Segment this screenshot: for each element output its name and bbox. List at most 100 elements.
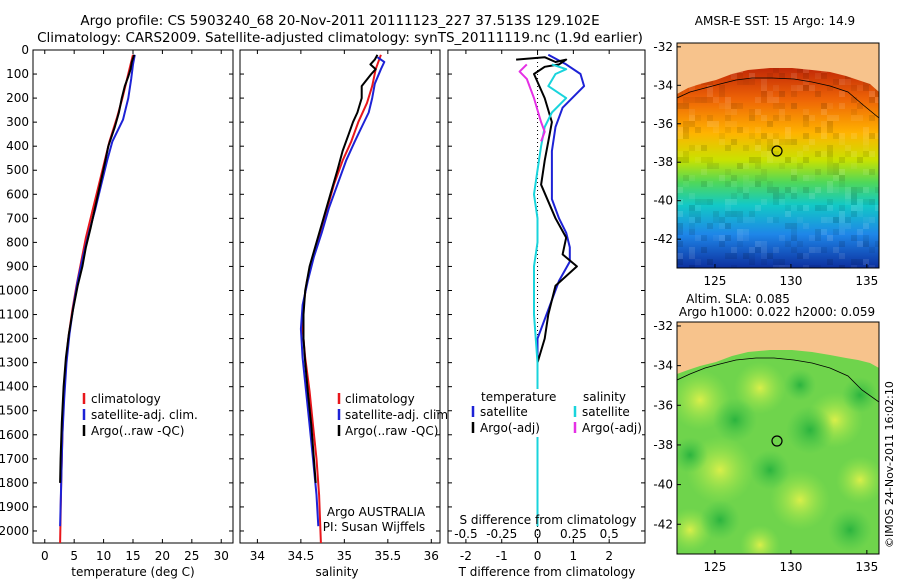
sst-pixel <box>857 211 863 217</box>
sst-pixel <box>869 115 875 121</box>
sst-pixel <box>761 79 767 85</box>
sst-pixel <box>719 217 725 223</box>
sst-pixel <box>713 97 719 103</box>
sst-pixel <box>845 187 851 193</box>
sst-pixel <box>791 91 797 97</box>
sst-pixel <box>743 79 749 85</box>
x-tick-label: 30 <box>214 549 229 563</box>
sst-pixel <box>851 211 857 217</box>
x-tick-label: -1 <box>496 549 508 563</box>
y-tick-label: 500 <box>6 163 29 177</box>
sst-pixel <box>767 181 773 187</box>
sst-pixel <box>707 223 713 229</box>
sst-pixel <box>809 175 815 181</box>
sst-pixel <box>851 109 857 115</box>
sst-pixel <box>731 211 737 217</box>
sst-pixel <box>827 181 833 187</box>
sst-pixel <box>839 181 845 187</box>
sla-map-title-1: Altim. SLA: 0.085 <box>686 292 790 306</box>
map-y-tick-label: -36 <box>653 398 673 412</box>
sst-pixel <box>677 253 683 259</box>
sst-pixel <box>875 241 879 247</box>
y-tick-label: 1400 <box>0 380 29 394</box>
sst-pixel <box>743 193 749 199</box>
x-tick-label: 34.5 <box>288 549 315 563</box>
sst-pixel <box>743 253 749 259</box>
sst-pixel <box>803 157 809 163</box>
sst-pixel <box>743 235 749 241</box>
land-mass <box>677 322 879 374</box>
sst-pixel <box>755 163 761 169</box>
sst-pixel <box>869 199 875 205</box>
map-y-tick-label: -36 <box>653 117 673 131</box>
y-tick-label: 1100 <box>0 308 29 322</box>
sst-pixel <box>707 199 713 205</box>
sst-pixel <box>875 133 879 139</box>
sst-pixel <box>755 97 761 103</box>
sst-pixel <box>851 85 857 91</box>
sst-pixel <box>755 247 761 253</box>
x-tick-label: 34 <box>250 549 265 563</box>
sst-pixel <box>743 175 749 181</box>
sst-pixel <box>677 223 683 229</box>
sst-pixel <box>827 217 833 223</box>
sst-map-image <box>677 43 879 268</box>
sst-pixel <box>767 187 773 193</box>
sst-pixel <box>857 205 863 211</box>
sst-pixel <box>845 223 851 229</box>
sst-pixel <box>833 115 839 121</box>
map-x-tick-label: 125 <box>704 274 727 288</box>
sst-pixel <box>863 169 869 175</box>
sst-pixel <box>725 235 731 241</box>
sst-pixel <box>857 229 863 235</box>
sst-pixel <box>797 217 803 223</box>
sst-pixel <box>869 151 875 157</box>
sst-pixel <box>785 115 791 121</box>
sst-pixel <box>677 151 683 157</box>
series-line-argo-raw-qc- <box>59 54 136 483</box>
sst-pixel <box>809 247 815 253</box>
sst-pixel <box>695 235 701 241</box>
map-y-tick-label: -38 <box>653 438 673 452</box>
sst-pixel <box>815 91 821 97</box>
temperature-panel: 0100200300400500600700800900100011001200… <box>0 43 234 579</box>
sst-pixel <box>869 217 875 223</box>
y-tick-label: 1800 <box>0 476 29 490</box>
sst-pixel <box>719 91 725 97</box>
map-x-tick-label: 135 <box>855 274 878 288</box>
sst-pixel <box>869 265 875 268</box>
sst-pixel <box>683 133 689 139</box>
difference-top-label: S difference from climatology <box>460 513 637 527</box>
sst-pixel <box>725 109 731 115</box>
sst-pixel <box>737 73 743 79</box>
sst-pixel <box>707 259 713 265</box>
sst-pixel <box>737 127 743 133</box>
sst-pixel <box>791 157 797 163</box>
sst-pixel <box>707 85 713 91</box>
salinity-axes <box>239 49 441 544</box>
sst-pixel <box>707 121 713 127</box>
sst-pixel <box>851 97 857 103</box>
sst-pixel <box>863 145 869 151</box>
sst-pixel <box>785 139 791 145</box>
sst-pixel <box>701 97 707 103</box>
sst-pixel <box>767 145 773 151</box>
x-tick-label: 10 <box>96 549 111 563</box>
x-tick-label: -2 <box>460 549 472 563</box>
sla-blob <box>734 362 786 414</box>
sst-pixel <box>731 199 737 205</box>
sst-pixel <box>821 103 827 109</box>
sst-pixel <box>851 199 857 205</box>
sst-pixel <box>797 67 803 73</box>
sst-pixel <box>821 121 827 127</box>
sst-pixel <box>683 127 689 133</box>
sst-pixel <box>701 157 707 163</box>
sst-pixel <box>779 91 785 97</box>
sst-pixel <box>833 217 839 223</box>
sst-pixel <box>815 265 821 268</box>
sst-pixel <box>857 157 863 163</box>
sst-pixel <box>785 223 791 229</box>
sla-blob <box>713 398 757 442</box>
sst-pixel <box>869 247 875 253</box>
sst-pixel <box>773 85 779 91</box>
